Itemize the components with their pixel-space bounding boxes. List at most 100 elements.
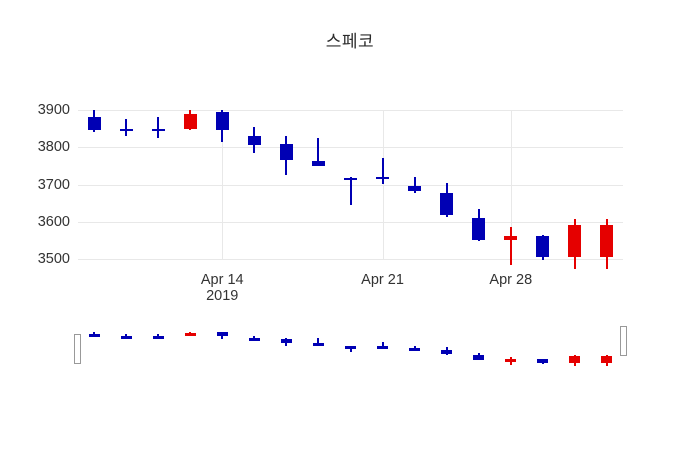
navigator-candlestick-bar — [345, 326, 356, 372]
navigator-candlestick-bar — [569, 326, 581, 372]
candle-body — [119, 128, 133, 131]
candle-body — [311, 161, 325, 166]
page-title: 스페코 — [325, 32, 375, 51]
y-axis-label: 3900 — [37, 102, 70, 118]
navigator-candle-body — [88, 333, 100, 337]
y-axis-label: 3500 — [37, 251, 70, 267]
candle-body — [408, 186, 422, 192]
candle-wick — [349, 177, 352, 205]
navigator-candle-body — [505, 358, 517, 362]
x-gridline — [382, 110, 384, 259]
plot-area: 3500 3600 3700 3800 3900 — [38, 102, 623, 270]
candle-body — [215, 111, 229, 131]
y-axis-label: 3600 — [37, 213, 70, 230]
candlestick-bar[interactable] — [87, 110, 101, 259]
navigator-candle-body — [537, 358, 549, 364]
navigator-candle-body — [473, 355, 485, 360]
candle-body — [183, 113, 197, 129]
navigator-candle-wick — [157, 333, 160, 338]
navigator-candle-wick — [413, 346, 416, 350]
navigator-candle-body — [601, 356, 613, 364]
navigator-candle-body — [120, 335, 132, 339]
candle-body — [151, 128, 165, 131]
candlestick-bar[interactable] — [279, 110, 293, 259]
candle-wick — [381, 158, 384, 185]
navigator-candlestick-bar — [473, 326, 485, 372]
navigator-candle-body — [377, 346, 389, 350]
range-navigator[interactable] — [74, 326, 627, 372]
navigator-candle-body — [184, 332, 196, 336]
candle-wick — [413, 177, 416, 193]
candlestick-bar[interactable] — [215, 110, 229, 259]
candle-wick — [317, 137, 320, 166]
candlestick-bar[interactable] — [119, 110, 133, 259]
candle-body — [568, 224, 582, 258]
x-axis-tick: Apr 21 — [361, 272, 404, 288]
y-axis-label: 3800 — [37, 139, 70, 156]
candlestick-bar[interactable] — [151, 110, 165, 259]
y-gridline — [78, 147, 623, 149]
navigator-candlestick-bar — [120, 326, 132, 372]
navigator-candle-body — [345, 346, 356, 350]
candlestick-bar[interactable] — [600, 110, 614, 270]
navigator-candlestick-bar — [409, 326, 421, 372]
navigator-candle-wick — [317, 337, 320, 344]
candle-wick — [509, 227, 512, 265]
navigator-candlestick-bar — [152, 326, 164, 372]
candlestick-bar[interactable] — [183, 110, 197, 259]
navigator-candlestick-bar — [505, 326, 517, 372]
navigator-candlestick-bar — [216, 326, 228, 372]
y-gridline — [78, 110, 623, 111]
x-axis-tick: Apr 14 2019 — [201, 272, 244, 304]
candle-body — [472, 218, 486, 240]
navigator-candle-body — [280, 339, 292, 343]
navigator-left-handle[interactable] — [74, 334, 81, 364]
candle-body — [440, 192, 454, 216]
navigator-candle-body — [312, 342, 324, 346]
navigator-candle-wick — [125, 333, 128, 338]
navigator-candlestick-bar — [248, 326, 260, 372]
navigator-candlestick-bar — [601, 326, 613, 372]
navigator-candlestick-bar — [377, 326, 389, 372]
navigator-candlestick-bar — [312, 326, 324, 372]
candlestick-bar[interactable] — [311, 110, 325, 259]
candlestick-bar[interactable] — [376, 110, 390, 259]
x-axis-tick-label: Apr 14 — [200, 272, 244, 288]
navigator-candle-body — [569, 356, 581, 364]
x-axis-tick-label: Apr 28 — [489, 272, 533, 288]
candle-body — [87, 117, 101, 131]
navigator-candle-wick — [381, 342, 384, 348]
candlestick-bar[interactable] — [472, 110, 486, 259]
y-gridline — [78, 221, 623, 223]
navigator-candlestick-bar — [280, 326, 292, 372]
y-gridline — [78, 259, 623, 260]
candlestick-bar[interactable] — [247, 110, 261, 259]
candle-wick — [157, 117, 160, 138]
navigator-candle-body — [216, 332, 228, 337]
candlestick-bar[interactable] — [440, 110, 454, 259]
navigator-candle-body — [152, 335, 164, 339]
candlestick-bar[interactable] — [536, 110, 550, 260]
navigator-candle-body — [248, 337, 260, 341]
y-axis-label: 3700 — [37, 176, 70, 193]
candle-body — [344, 177, 357, 180]
navigator-candlestick-bar — [441, 326, 453, 372]
navigator-candlestick-bar — [184, 326, 196, 372]
x-axis-tick: Apr 28 — [489, 272, 532, 288]
navigator-candle-body — [441, 349, 453, 355]
candlestick-bar[interactable] — [568, 110, 582, 270]
candlestick-bar[interactable] — [504, 110, 518, 265]
candle-body — [600, 224, 614, 258]
navigator-right-handle[interactable] — [620, 326, 627, 356]
x-gridline — [222, 110, 224, 259]
navigator-candlestick-bar — [537, 326, 549, 372]
x-gridline — [510, 110, 512, 259]
x-axis-year-label: 2019 — [206, 288, 239, 304]
candlestick-bar[interactable] — [408, 110, 422, 259]
candle-body — [536, 235, 550, 258]
navigator-candle-body — [409, 348, 421, 352]
navigator-candlestick-bar — [88, 326, 100, 372]
candlestick-bar[interactable] — [344, 110, 357, 259]
x-axis-tick-label: Apr 21 — [361, 272, 404, 288]
